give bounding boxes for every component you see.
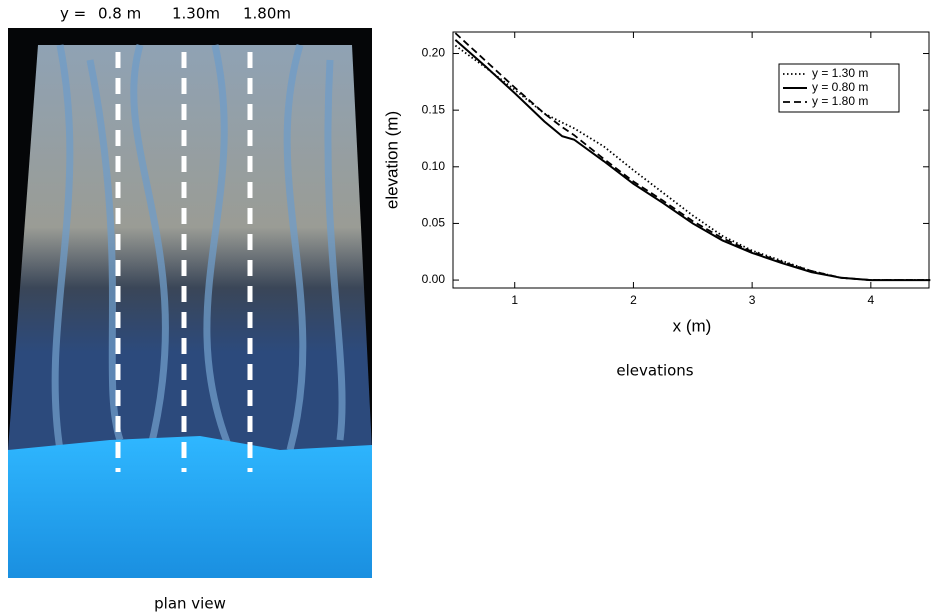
x-tick-label: 3 [749,293,756,307]
legend-label: y = 0.80 m [812,80,868,94]
series-line [454,32,931,281]
plot-frame [452,31,930,289]
x-tick-label: 1 [511,293,518,307]
y-tick-label: 0.15 [422,102,446,116]
y-axis-label: elevation (m) [382,111,401,209]
x-tick-label: 4 [867,293,874,307]
header-label: 1.80m [243,5,291,23]
legend-label: y = 1.80 m [812,94,868,108]
y-tick-label: 0.05 [422,216,446,230]
x-tick-label: 2 [630,293,637,307]
header-label: 0.8 m [98,5,141,23]
photo [8,28,372,578]
y-tick-label: 0.10 [422,159,446,173]
header-label: 1.30m [172,5,220,23]
legend-label: y = 1.30 m [812,66,868,80]
y-tick-label: 0.20 [422,46,446,60]
y-tick-label: 0.00 [422,272,446,286]
chart-caption: elevations [616,362,693,380]
x-axis-label: x (m) [673,316,712,335]
header-prefix: y = [60,5,86,23]
photo-caption: plan view [154,595,226,613]
